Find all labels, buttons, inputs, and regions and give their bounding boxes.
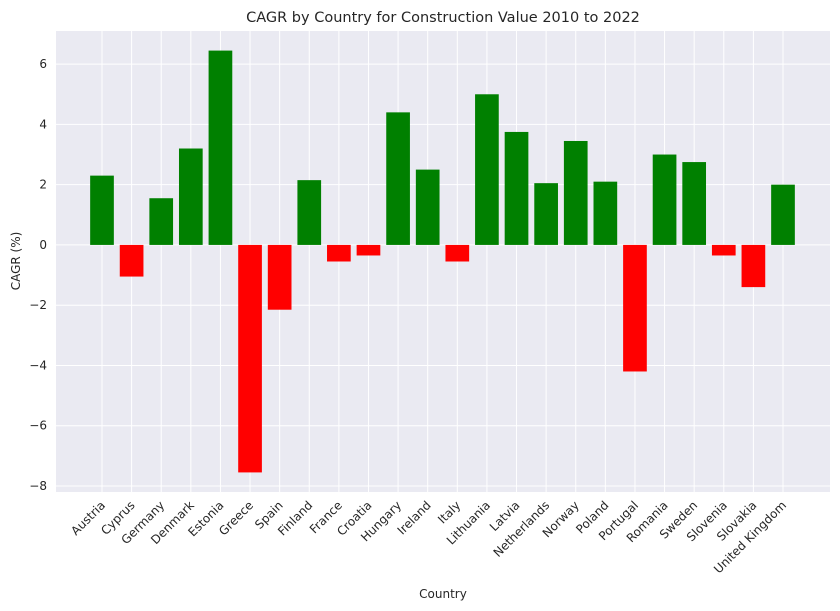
y-tick-label: −6 [29,419,47,433]
y-tick-label: 2 [39,178,47,192]
bar [682,162,707,245]
y-tick-label: 4 [39,117,47,131]
bar [475,94,499,245]
bar [652,154,677,245]
x-tick-labels: AustriaCyprusGermanyDenmarkEstoniaGreece… [68,498,789,576]
bar [297,180,322,245]
bar [90,175,114,245]
bars [90,50,795,473]
bar [563,140,588,245]
bar [741,244,766,288]
bar [504,131,529,245]
bar [445,244,470,262]
y-tick-label: −8 [29,479,47,493]
y-tick-label: 0 [39,238,47,252]
x-axis-label: Country [419,587,467,601]
bar [623,244,647,372]
bar [149,198,174,245]
y-tick-labels: −8 −6 −4 −2 0 2 4 6 [29,57,47,493]
chart-title: CAGR by Country for Construction Value 2… [246,10,640,26]
bar [327,244,351,262]
bar [711,244,736,256]
bar [593,181,618,245]
bar [119,244,144,277]
y-tick-label: −2 [29,298,47,312]
y-tick-label: 6 [39,57,47,71]
bar [386,112,410,245]
y-tick-label: −4 [29,358,47,372]
plot-area [56,31,830,492]
y-axis-label: CAGR (%) [9,232,23,291]
bar [415,169,440,245]
bar [267,244,292,310]
bar [208,50,233,245]
x-tick-label: Ireland [395,498,434,537]
bar [771,184,795,245]
bar [534,183,558,245]
bar [356,244,381,256]
bar [178,148,203,245]
bar [238,244,262,473]
